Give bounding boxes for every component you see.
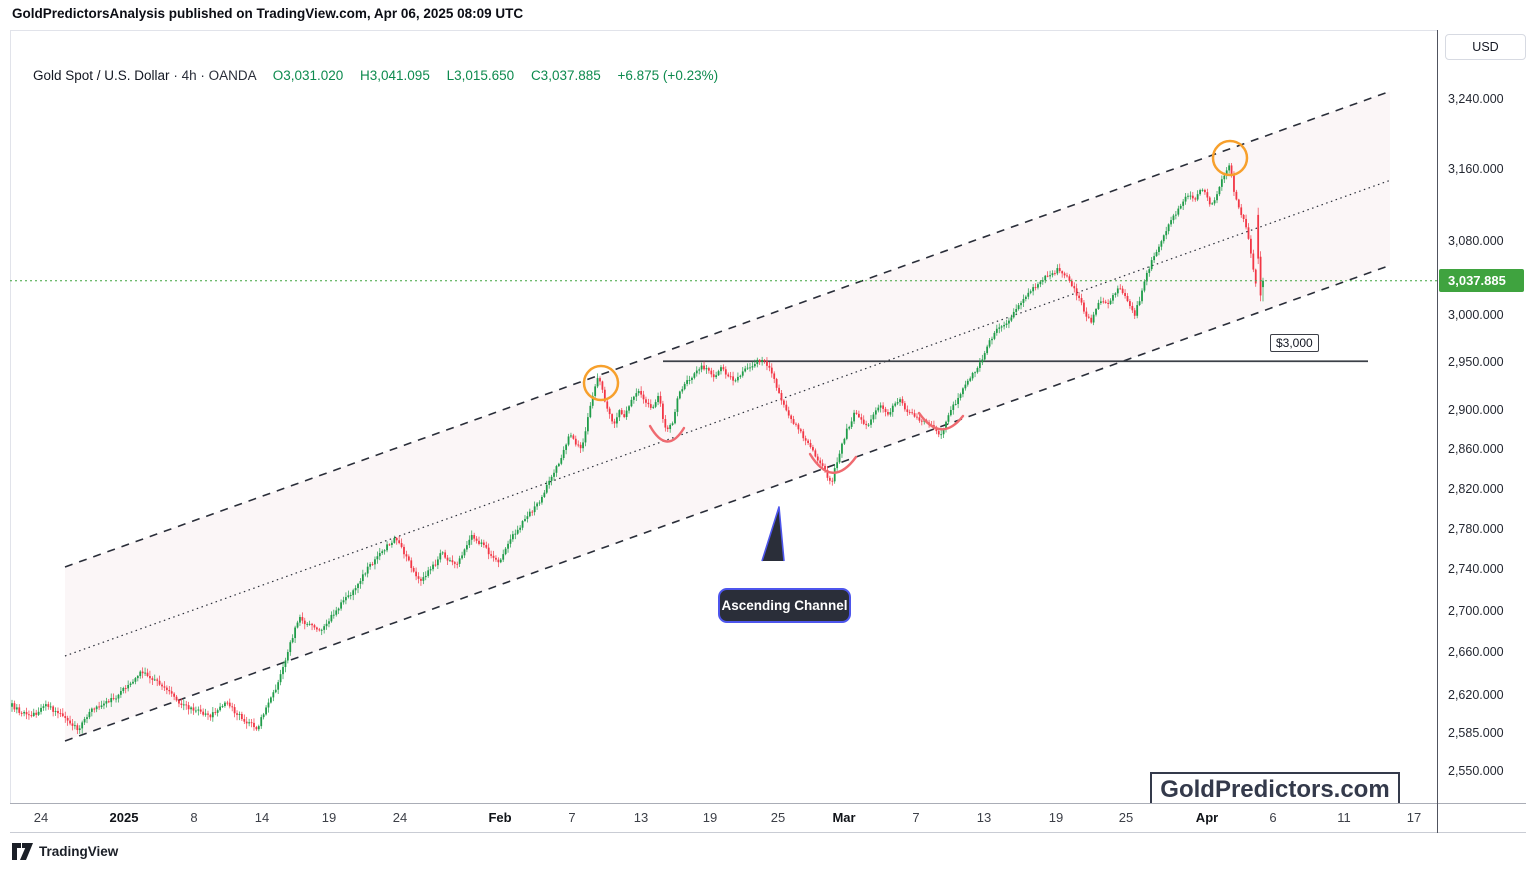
exchange-label: OANDA <box>208 68 256 83</box>
time-tick-label: 19 <box>1048 810 1064 825</box>
price-tick-label: 2,820.000 <box>1448 481 1504 496</box>
time-tick-label: 24 <box>33 810 49 825</box>
time-tick-label: 25 <box>1118 810 1134 825</box>
watermark: GoldPredictors.com <box>1150 772 1400 807</box>
time-tick-label: 17 <box>1406 810 1422 825</box>
price-tick-label: 3,000.000 <box>1448 307 1504 322</box>
time-tick-label: 13 <box>976 810 992 825</box>
price-axis[interactable]: USD 3,037.885 3,240.000 3,160.000 3,080.00… <box>1437 30 1526 803</box>
price-tick-label: 2,900.000 <box>1448 403 1504 418</box>
time-tick-label: 19 <box>702 810 718 825</box>
tradingview-label: TradingView <box>39 844 119 859</box>
change-value: +6.875 (+0.23%) <box>617 68 719 83</box>
price-tick-label: 2,620.000 <box>1448 688 1504 702</box>
time-tick-label: Mar <box>832 810 856 825</box>
publish-attribution: GoldPredictorsAnalysis published on Trad… <box>12 6 524 21</box>
symbol-legend[interactable]: Gold Spot / U.S. Dollar · 4h · OANDA O3,… <box>33 68 718 83</box>
time-axis[interactable]: 24 2025 8 14 19 24 Feb 7 13 19 25 Mar 7 13 19 25 Apr 6 11 1… <box>10 803 1526 833</box>
time-tick-label: 25 <box>770 810 786 825</box>
time-tick-label: 13 <box>633 810 649 825</box>
time-tick-label: 8 <box>190 810 198 825</box>
price-tick-label: 3,240.000 <box>1448 92 1504 106</box>
legend-separator-2: · <box>200 68 205 83</box>
close-value: C3,037.885 <box>530 68 601 83</box>
price-tick-label: 2,860.000 <box>1448 442 1504 457</box>
price-tick-label: 2,585.000 <box>1448 725 1504 740</box>
price-tick-label: 2,950.000 <box>1448 355 1504 370</box>
price-tick-label: 2,700.000 <box>1448 603 1504 618</box>
price-tick-label: 3,160.000 <box>1448 162 1504 177</box>
time-tick-label: 11 <box>1337 810 1351 825</box>
interval-label[interactable]: 4h <box>181 68 197 83</box>
legend-separator-1: · <box>173 68 178 83</box>
time-tick-label: 24 <box>392 810 408 825</box>
time-tick-label: 19 <box>321 810 337 825</box>
chart-widget: Gold Spot / U.S. Dollar · 4h · OANDA O3,… <box>10 30 1525 833</box>
tradingview-attribution[interactable]: TradingView <box>12 843 118 860</box>
open-value: O3,031.020 <box>272 68 344 83</box>
tradingview-logo-icon <box>12 843 33 860</box>
price-tick-label: 2,740.000 <box>1448 562 1504 577</box>
low-value: L3,015.650 <box>446 68 515 83</box>
price-tick-label: 3,080.000 <box>1448 234 1504 249</box>
price-tick-label: 2,660.000 <box>1448 645 1504 660</box>
currency-button[interactable]: USD <box>1445 34 1526 60</box>
price-tick-label: 2,780.000 <box>1448 521 1504 536</box>
time-tick-label: 7 <box>568 810 576 825</box>
ascending-channel-callout[interactable]: Ascending Channel <box>718 588 851 623</box>
time-tick-label: 2025 <box>109 810 139 825</box>
time-tick-label: Feb <box>488 810 512 825</box>
time-tick-label: 7 <box>912 810 920 825</box>
price-target-note[interactable]: $3,000 <box>1270 334 1319 352</box>
symbol-name[interactable]: Gold Spot / U.S. Dollar <box>33 68 170 83</box>
axis-corner-divider <box>1437 803 1438 833</box>
time-tick-label: Apr <box>1195 810 1219 825</box>
time-tick-label: 14 <box>254 810 270 825</box>
last-price-badge: 3,037.885 <box>1439 269 1524 293</box>
high-value: H3,041.095 <box>360 68 430 83</box>
time-tick-label: 6 <box>1269 810 1277 825</box>
price-tick-label: 2,550.000 <box>1448 764 1504 778</box>
